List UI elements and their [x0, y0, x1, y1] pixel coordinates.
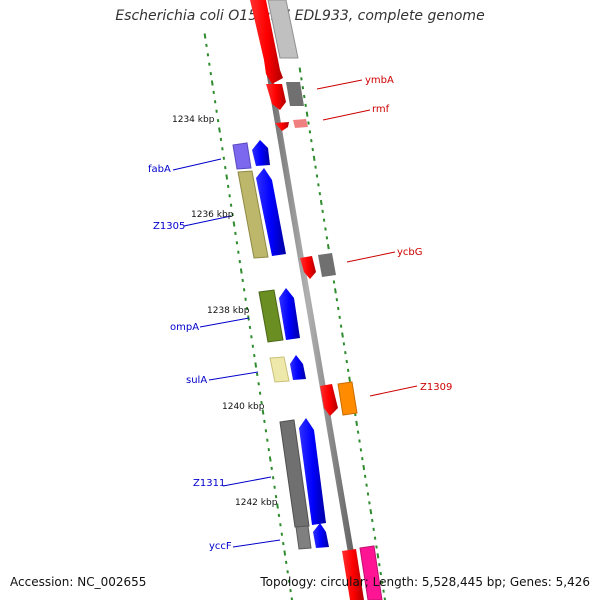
gene-label-Z1305: Z1305 — [153, 221, 185, 232]
tick-dot-left — [232, 221, 236, 227]
gene-arrow-forward — [290, 355, 306, 380]
gene-block-ompA — [258, 289, 284, 343]
gene-block-Z1311 — [279, 419, 310, 528]
gene-block-ymbA — [267, 0, 299, 59]
gene-arrow-forward — [313, 523, 329, 548]
gene-arrow-reverse — [342, 549, 364, 600]
gene-arrow-reverse — [300, 256, 316, 279]
tick-label: 1234 kbp — [172, 115, 215, 125]
gene-arrow-reverse — [250, 0, 283, 84]
tick-dot-right — [355, 420, 359, 426]
tick-dots-left — [203, 33, 294, 600]
gene-arrow-forward — [256, 168, 286, 256]
tick-dot-left — [283, 550, 287, 556]
tick-dot-right — [326, 244, 330, 250]
gene-block-rmf — [293, 119, 308, 128]
gene-labels: ymbA rmf fabA Z1305 ycbG ompA sulA Z1309… — [148, 75, 452, 552]
gene-label-ymbA: ymbA — [365, 75, 394, 86]
gene-block-Z1309 — [337, 381, 358, 416]
tick-dot-left — [268, 456, 272, 462]
label-connectors — [172, 79, 418, 548]
gene-arrow-reverse — [275, 122, 289, 131]
gene-arrow-forward — [252, 140, 270, 166]
gene-label-rmf: rmf — [372, 104, 390, 115]
tick-dots-right — [298, 67, 387, 600]
gene-block-ymbA — [286, 82, 304, 106]
gene-block-yccF — [295, 525, 312, 550]
gene-label-sulA: sulA — [186, 375, 207, 386]
tick-dot-left — [218, 127, 221, 133]
gene-label-Z1309: Z1309 — [420, 382, 452, 393]
gene-label-Z1311: Z1311 — [193, 478, 225, 489]
tick-label: 1236 kbp — [191, 210, 234, 220]
gene-block-Z1305 — [237, 170, 269, 259]
gene-features — [232, 0, 383, 600]
tick-dot-right — [319, 199, 323, 206]
tick-label: 1242 kbp — [235, 498, 278, 508]
tick-dot-right — [334, 288, 337, 294]
tick-dot-left — [290, 597, 294, 600]
genome-summary-text: Topology: circular; Length: 5,528,445 bp… — [260, 575, 590, 589]
gene-label-ycbG: ycbG — [397, 247, 423, 258]
gene-block-fabA — [232, 142, 252, 170]
gene-arrow-reverse — [266, 84, 286, 110]
tick-dot-left — [210, 80, 214, 86]
tick-dot-right — [348, 376, 351, 382]
tick-dot-right — [376, 553, 380, 559]
accession-text: Accession: NC_002655 — [10, 575, 147, 589]
tick-dot-right — [298, 67, 302, 73]
gene-label-ompA: ompA — [170, 322, 199, 333]
gene-arrow-forward — [279, 288, 300, 340]
tick-dot-left — [254, 362, 258, 368]
tick-dot-left — [276, 503, 279, 509]
tick-label: 1240 kbp — [222, 402, 265, 412]
gene-block-pink — [359, 545, 383, 600]
map-title: Escherichia coli O157:H7 EDL933, complet… — [115, 8, 485, 24]
tick-dot-right — [312, 155, 316, 161]
tick-label: 1238 kbp — [207, 306, 250, 316]
tick-dot-right — [305, 111, 309, 117]
tick-dot-left — [225, 174, 229, 180]
gene-label-fabA: fabA — [148, 164, 171, 175]
tick-dot-right — [383, 597, 387, 600]
gene-block-ycbG — [318, 253, 336, 277]
tick-dot-left — [239, 268, 243, 274]
gene-block-sulA — [269, 356, 290, 383]
gene-label-yccF: yccF — [209, 541, 232, 552]
tick-dot-left — [261, 409, 265, 415]
tick-dot-right — [362, 464, 366, 471]
tick-dot-left — [203, 33, 207, 39]
gene-arrow-reverse — [320, 384, 338, 416]
tick-labels: 1234 kbp 1236 kbp 1238 kbp 1240 kbp 1242… — [172, 115, 278, 508]
tick-dot-right — [369, 509, 373, 515]
gene-arrow-forward — [299, 418, 326, 525]
tick-dot-right — [341, 332, 344, 338]
